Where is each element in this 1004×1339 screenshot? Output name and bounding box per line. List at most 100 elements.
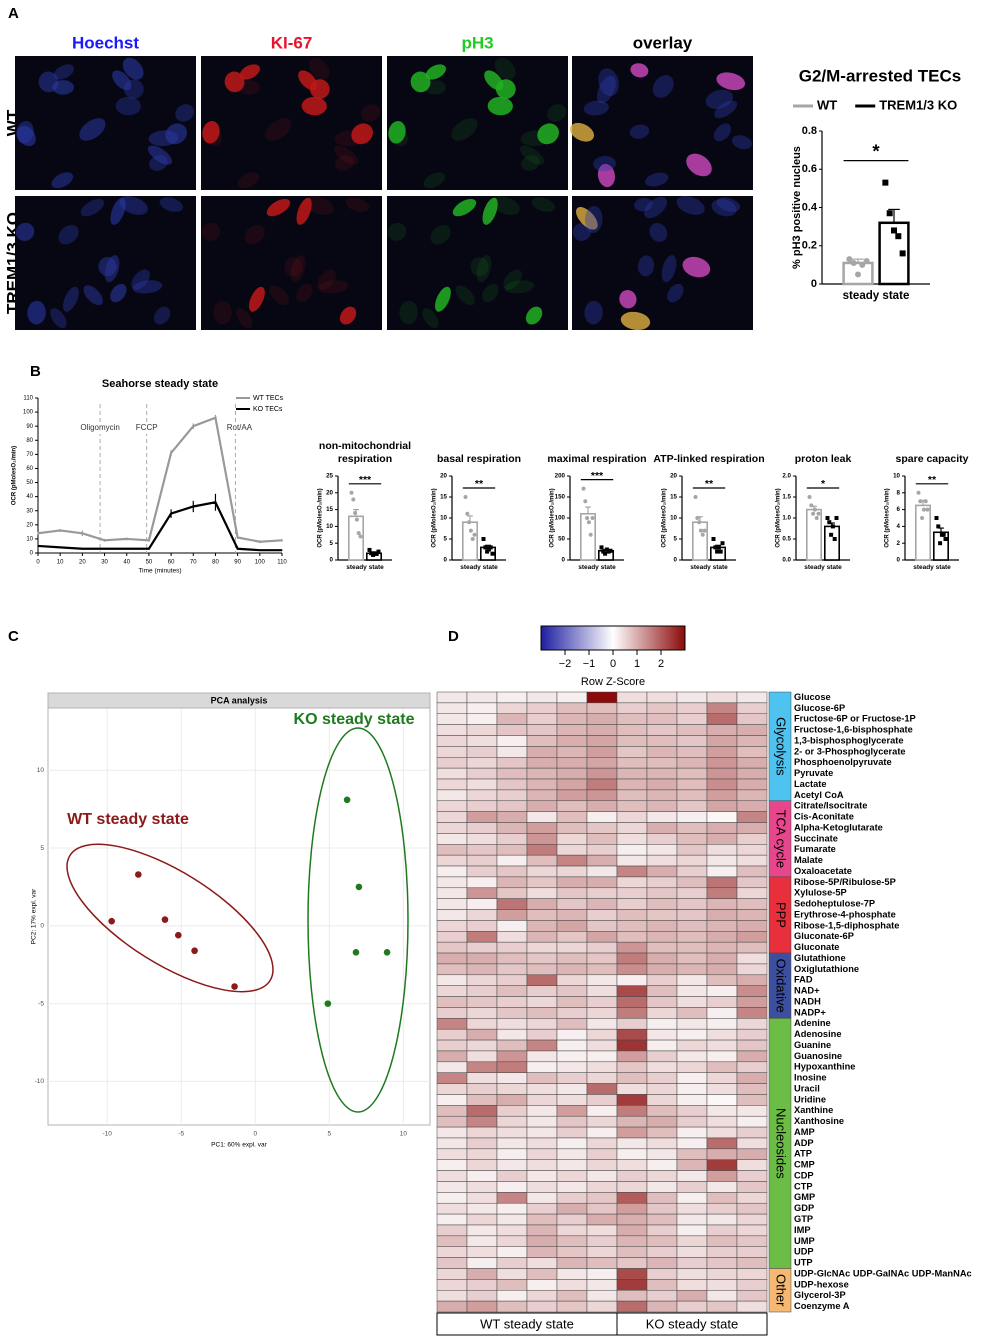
heatmap-cell <box>646 1289 678 1302</box>
x-tick-label: 40 <box>123 560 130 566</box>
heatmap-cell <box>496 1289 528 1302</box>
x-tick-label: 30 <box>101 560 108 566</box>
heatmap-cell <box>436 702 468 715</box>
heatmap-cell <box>646 1083 678 1095</box>
heatmap-cell <box>646 746 678 758</box>
heatmap-cell <box>616 1289 648 1302</box>
heatmap-cell <box>616 1268 648 1280</box>
heatmap-cell <box>436 822 468 834</box>
heatmap-cell <box>616 854 648 867</box>
heatmap-cell <box>706 1224 738 1237</box>
heatmap-cell <box>736 1170 768 1182</box>
heatmap-cell <box>436 1094 468 1106</box>
y-tick-label: 10 <box>37 767 45 774</box>
heatmap-cell <box>676 1039 708 1052</box>
heatmap-cell <box>616 746 648 758</box>
heatmap-cell <box>736 746 768 758</box>
heatmap-cell <box>556 974 588 986</box>
heatmap-cell <box>616 822 648 834</box>
legend-label: WT <box>817 97 837 112</box>
heatmap-cell <box>646 789 678 802</box>
heatmap-cell <box>676 1246 708 1258</box>
y-tick-label: 100 <box>555 515 566 522</box>
heatmap-cell <box>556 996 588 1008</box>
heatmap-cell <box>556 1137 588 1150</box>
nucleus <box>249 286 265 312</box>
heatmap-cell <box>736 1007 768 1019</box>
heatmap-cell <box>736 724 768 736</box>
heatmap-cell <box>616 702 648 715</box>
heatmap-cell <box>586 1246 618 1258</box>
data-point <box>603 551 608 556</box>
row-label: Ribose-5P/Ribulose-5P <box>794 877 896 887</box>
data-point <box>231 983 238 990</box>
data-point <box>863 258 870 265</box>
heatmap-cell <box>436 1105 468 1117</box>
event-label: Rot/AA <box>227 423 253 432</box>
nucleus <box>576 207 598 230</box>
y-tick-label: -10 <box>35 1078 45 1085</box>
heatmap-cell <box>646 822 678 834</box>
chart-title: proton leak <box>794 453 852 465</box>
heatmap-cell <box>556 833 588 845</box>
column-group-label: WT steady state <box>480 1316 574 1331</box>
data-point <box>693 495 698 499</box>
nucleus <box>661 255 677 283</box>
heatmap-cell <box>586 789 618 802</box>
event-label: FCCP <box>136 423 158 432</box>
data-point <box>351 497 356 502</box>
heatmap-cell <box>496 1028 528 1041</box>
heatmap-cell <box>676 757 708 769</box>
nucleus <box>244 225 265 245</box>
heatmap-cell <box>736 887 768 899</box>
y-tick-label: 0 <box>444 557 448 564</box>
heatmap-cell <box>496 1170 528 1182</box>
x-category-label: steady state <box>460 564 498 571</box>
heatmap-cell <box>526 746 558 758</box>
series-line <box>37 501 282 552</box>
data-point <box>829 532 834 537</box>
heatmap-cell <box>676 811 708 823</box>
heatmap-cell <box>496 746 528 758</box>
heatmap-cell <box>436 1115 468 1128</box>
heatmap-cell <box>676 1148 708 1160</box>
y-tick-label: 20 <box>670 473 677 480</box>
nucleus <box>119 196 148 215</box>
row-label: UTP <box>794 1258 813 1268</box>
data-point <box>916 490 921 495</box>
heatmap-cell <box>436 800 468 812</box>
data-point <box>358 534 363 539</box>
heatmap-cell <box>706 1094 738 1106</box>
row-label: Inosine <box>794 1073 827 1083</box>
heatmap-cell <box>496 941 528 954</box>
heatmap-cell <box>496 1224 528 1237</box>
heatmap-cell <box>676 1061 708 1073</box>
heatmap-cell <box>646 1279 678 1291</box>
heatmap-cell <box>676 1137 708 1150</box>
row-label: 1,3-bisphosphoglycerate <box>794 735 904 745</box>
heatmap-cell <box>526 1028 558 1041</box>
y-tick-label: 40 <box>26 494 33 500</box>
heatmap-cell <box>646 1050 678 1063</box>
data-point <box>608 548 613 553</box>
channel-label: pH3 <box>461 33 493 52</box>
row-label: Phosphoenolpyruvate <box>794 757 892 767</box>
nucleus <box>308 57 330 80</box>
y-axis-label: OCR (pMolesO₂/min) <box>432 488 438 547</box>
heatmap-cell <box>556 767 588 780</box>
heatmap-cell <box>556 1126 588 1139</box>
heatmap-cell <box>646 767 678 780</box>
heatmap-cell <box>496 854 528 867</box>
heatmap-cell <box>616 1202 648 1215</box>
y-tick-label: 10 <box>26 536 33 542</box>
heatmap-cell <box>466 1202 498 1215</box>
heatmap-cell <box>706 996 738 1008</box>
heatmap-cell <box>586 1028 618 1041</box>
heatmap-cell <box>526 735 558 747</box>
nucleus <box>27 300 46 325</box>
heatmap-cell <box>466 909 498 921</box>
bar <box>823 525 840 561</box>
heatmap-cell <box>736 811 768 823</box>
y-tick-label: 0.2 <box>802 240 817 252</box>
